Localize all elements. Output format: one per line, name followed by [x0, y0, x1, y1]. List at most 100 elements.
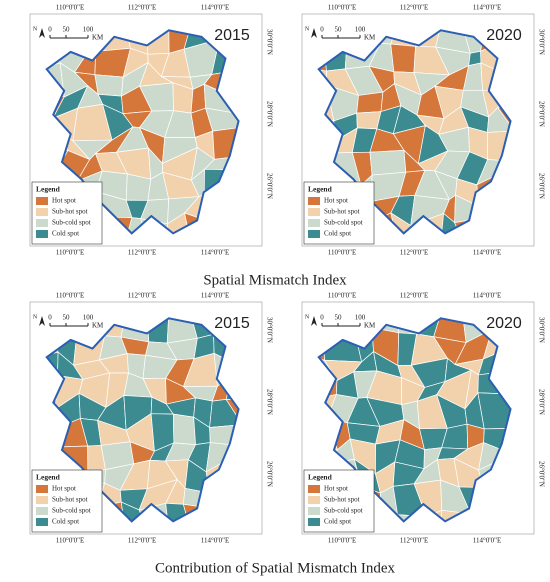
- legend-swatch: [36, 507, 48, 515]
- legend-swatch: [308, 219, 320, 227]
- north-arrow: [311, 28, 317, 38]
- longitude-label: 112°0'0"E: [400, 249, 428, 257]
- north-label: N: [33, 314, 38, 320]
- year-label: 2015: [214, 27, 250, 44]
- scale-label: 100: [83, 314, 94, 322]
- legend-label: Hot spot: [324, 485, 348, 493]
- longitude-label: 114°0'0"E: [201, 4, 229, 12]
- legend-title: Legend: [36, 473, 61, 482]
- legend-label: Sub-cold spot: [52, 219, 91, 227]
- legend-swatch: [308, 507, 320, 515]
- legend-title: Legend: [308, 473, 333, 482]
- region: [369, 149, 407, 176]
- legend-swatch: [36, 230, 48, 238]
- legend-label: Cold spot: [52, 230, 79, 238]
- caption: Spatial Mismatch Index: [203, 272, 347, 288]
- scale-label: 50: [335, 314, 343, 322]
- year-label: 2015: [214, 315, 250, 332]
- legend-label: Cold spot: [324, 230, 351, 238]
- scale-unit: KM: [364, 34, 376, 42]
- legend-title: Legend: [36, 185, 61, 194]
- legend-swatch: [308, 518, 320, 526]
- year-label: 2020: [486, 315, 522, 332]
- longitude-label: 114°0'0"E: [473, 4, 501, 12]
- latitude-label: 26°0'0"N: [265, 173, 273, 199]
- longitude-label: 112°0'0"E: [128, 537, 156, 545]
- legend-swatch: [36, 485, 48, 493]
- region: [209, 398, 239, 428]
- longitude-label: 114°0'0"E: [201, 292, 229, 300]
- north-arrow: [39, 28, 45, 38]
- longitude-label: 110°0'0"E: [328, 292, 356, 300]
- latitude-label: 30°0'0"N: [537, 29, 545, 55]
- scale-label: 0: [320, 26, 324, 34]
- longitude-label: 112°0'0"E: [128, 4, 156, 12]
- legend-swatch: [36, 496, 48, 504]
- legend-swatch: [308, 230, 320, 238]
- legend-label: Hot spot: [52, 197, 76, 205]
- region: [486, 107, 511, 133]
- province-outline: [317, 29, 512, 235]
- north-label: N: [305, 26, 310, 32]
- legend-swatch: [308, 496, 320, 504]
- longitude-label: 112°0'0"E: [400, 4, 428, 12]
- longitude-label: 110°0'0"E: [328, 249, 356, 257]
- latitude-label: 30°0'0"N: [265, 317, 273, 343]
- legend-label: Sub-hot spot: [324, 496, 360, 504]
- north-label: N: [305, 314, 310, 320]
- legend-label: Sub-cold spot: [324, 507, 363, 515]
- scale-label: 0: [320, 314, 324, 322]
- north-label: N: [33, 26, 38, 32]
- region: [173, 413, 196, 446]
- latitude-label: 26°0'0"N: [265, 461, 273, 487]
- longitude-label: 112°0'0"E: [128, 292, 156, 300]
- legend-swatch: [36, 208, 48, 216]
- longitude-label: 112°0'0"E: [128, 249, 156, 257]
- latitude-label: 28°0'0"N: [265, 101, 273, 127]
- longitude-label: 110°0'0"E: [56, 537, 84, 545]
- longitude-label: 110°0'0"E: [56, 249, 84, 257]
- north-arrow: [39, 316, 45, 326]
- legend-label: Sub-cold spot: [52, 507, 91, 515]
- scale-label: 0: [48, 314, 52, 322]
- longitude-label: 114°0'0"E: [473, 292, 501, 300]
- legend-title: Legend: [308, 185, 333, 194]
- latitude-label: 26°0'0"N: [537, 461, 545, 487]
- longitude-label: 114°0'0"E: [201, 537, 229, 545]
- longitude-label: 110°0'0"E: [56, 4, 84, 12]
- scale-unit: KM: [92, 34, 104, 42]
- latitude-label: 28°0'0"N: [537, 389, 545, 415]
- caption: Contribution of Spatial Mismatch Index: [155, 560, 395, 576]
- legend-label: Sub-hot spot: [324, 208, 360, 216]
- legend-label: Hot spot: [52, 485, 76, 493]
- legend-label: Sub-hot spot: [52, 208, 88, 216]
- scale-label: 100: [83, 26, 94, 34]
- legend-label: Hot spot: [324, 197, 348, 205]
- region: [390, 43, 416, 73]
- legend-swatch: [36, 518, 48, 526]
- latitude-label: 28°0'0"N: [537, 101, 545, 127]
- legend-label: Cold spot: [324, 518, 351, 526]
- province-outline: [45, 29, 240, 235]
- scale-label: 50: [63, 314, 71, 322]
- province-outline: [45, 317, 240, 523]
- longitude-label: 110°0'0"E: [328, 4, 356, 12]
- longitude-label: 110°0'0"E: [56, 292, 84, 300]
- scale-label: 50: [335, 26, 343, 34]
- scale-label: 0: [48, 26, 52, 34]
- latitude-label: 26°0'0"N: [537, 173, 545, 199]
- legend-swatch: [36, 197, 48, 205]
- scale-unit: KM: [92, 322, 104, 330]
- province-outline: [317, 317, 512, 523]
- legend-swatch: [308, 485, 320, 493]
- longitude-label: 112°0'0"E: [400, 292, 428, 300]
- longitude-label: 112°0'0"E: [400, 537, 428, 545]
- legend-label: Sub-hot spot: [52, 496, 88, 504]
- latitude-label: 30°0'0"N: [537, 317, 545, 343]
- north-arrow: [311, 316, 317, 326]
- scale-unit: KM: [364, 322, 376, 330]
- legend-swatch: [36, 219, 48, 227]
- scale-label: 50: [63, 26, 71, 34]
- region: [94, 74, 124, 97]
